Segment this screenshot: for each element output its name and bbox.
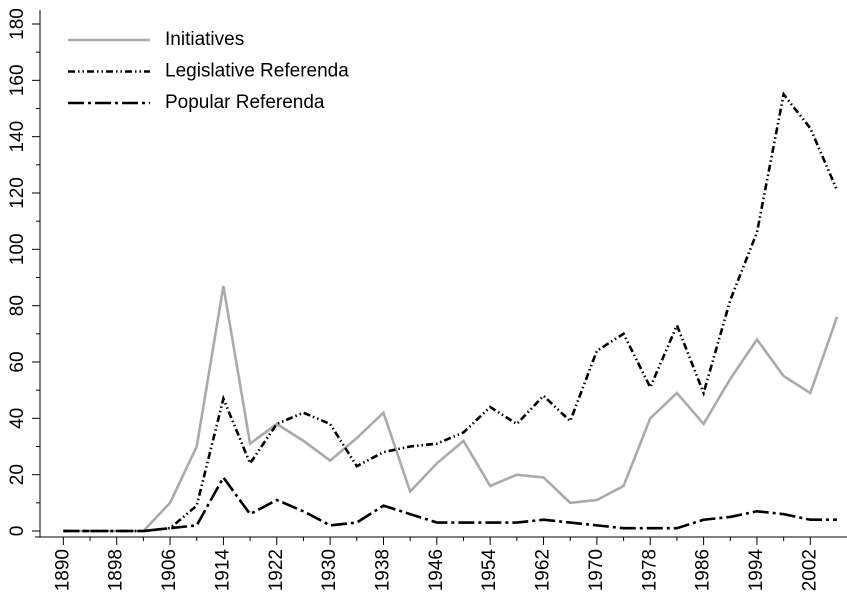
x-tick-label: 1970 [586,549,607,591]
y-tick-label: 60 [7,351,28,372]
x-tick-label: 1938 [372,549,393,591]
x-tick-label: 1890 [52,549,73,591]
y-tick-label: 0 [7,526,28,537]
y-tick-label: 140 [7,121,28,153]
x-tick-label: 1954 [479,549,500,592]
y-tick-label: 160 [7,64,28,96]
y-tick-label: 120 [7,177,28,209]
legend-label: Popular Referenda [165,92,325,113]
x-tick-label: 1914 [212,549,233,592]
y-tick-label: 80 [7,295,28,316]
series-line [63,285,839,533]
y-tick-label: 40 [7,408,28,429]
series-line [63,91,839,533]
x-tick-label: 1978 [639,549,660,591]
legend-label: Initiatives [165,29,244,50]
y-tick-label: 180 [7,8,28,40]
x-tick-label: 1946 [426,549,447,591]
x-tick-label: 1906 [159,549,180,591]
x-tick-label: 1986 [693,549,714,591]
series-line [63,475,837,533]
x-tick-label: 1962 [533,549,554,591]
x-tick-label: 2002 [799,549,820,591]
legend-label: Legislative Referenda [165,61,349,82]
y-tick-label: 100 [7,233,28,265]
x-tick-label: 1994 [746,549,767,592]
x-tick-label: 1898 [106,549,127,591]
x-tick-label: 1930 [319,549,340,591]
x-tick-label: 1922 [266,549,287,591]
y-tick-label: 20 [7,464,28,485]
